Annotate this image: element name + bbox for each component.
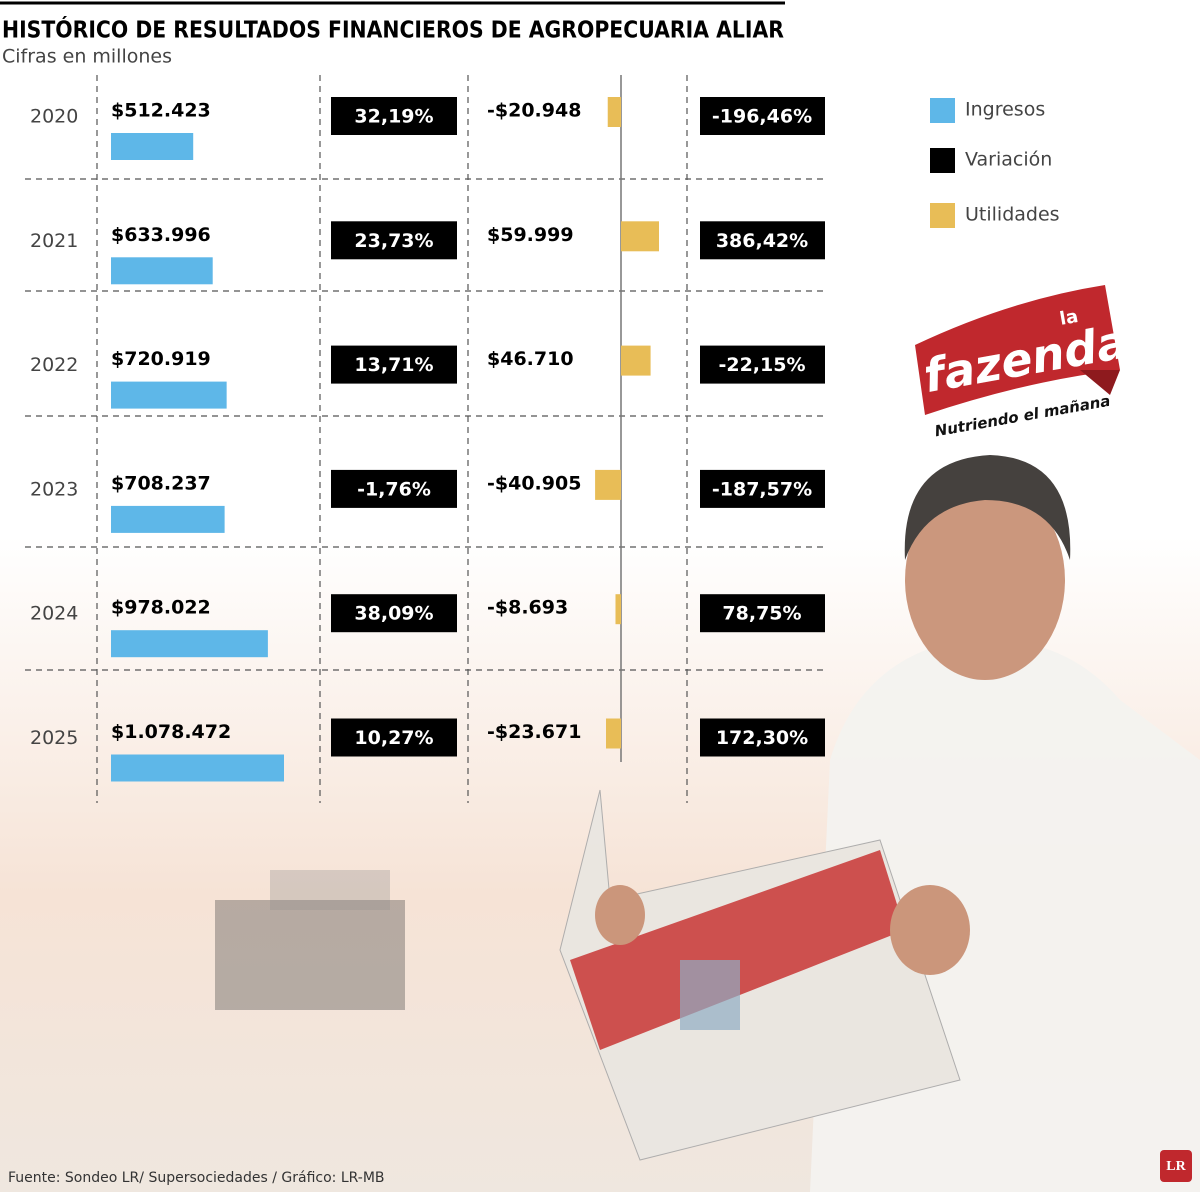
ingresos-bar (111, 133, 194, 160)
legend-label: Variación (965, 149, 1052, 171)
utilidades-label: $59.999 (487, 224, 574, 246)
photo (215, 455, 1200, 1192)
utilidades-bar (621, 221, 659, 252)
variacion-box (331, 469, 457, 508)
badge: LR (1166, 1159, 1186, 1174)
ingresos-bar (111, 381, 227, 409)
utilidades-variacion-box (700, 718, 825, 757)
grid (25, 75, 825, 803)
ingresos-bar (111, 257, 213, 285)
year-label: 2023 (30, 478, 78, 500)
ingresos-bar (111, 630, 268, 658)
ingresos-bar (111, 505, 225, 533)
variacion-box (331, 221, 457, 260)
utilidades-label: -$20.948 (487, 100, 581, 122)
utilidades-variacion-label: -196,46% (712, 106, 812, 128)
utilidades-variacion-box (700, 221, 825, 260)
ingresos-label: $720.919 (111, 348, 211, 370)
variacion-label: 32,19% (354, 106, 433, 128)
year-label: 2020 (30, 106, 78, 128)
legend-label: Utilidades (965, 204, 1060, 226)
ingresos-label: $978.022 (111, 597, 211, 619)
utilidades-variacion-box (700, 594, 825, 633)
utilidades-bar (615, 594, 621, 625)
utilidades-variacion-label: 78,75% (722, 603, 801, 625)
utilidades-variacion-box (700, 469, 825, 508)
utilidades-variacion-box (700, 345, 825, 384)
variacion-label: -1,76% (357, 478, 431, 500)
year-label: 2025 (30, 727, 78, 749)
year-label: 2024 (30, 603, 78, 625)
utilidades-label: $46.710 (487, 348, 574, 370)
utilidades-bar (607, 97, 621, 127)
variacion-box (331, 594, 457, 633)
variacion-box (331, 345, 457, 384)
year-label: 2021 (30, 230, 78, 252)
utilidades-variacion-label: 172,30% (716, 727, 808, 749)
variacion-box (331, 97, 457, 135)
utilidades-bar (595, 469, 621, 500)
utilidades-variacion-label: -22,15% (718, 354, 805, 376)
utilidades-bar (606, 718, 621, 749)
utilidades-variacion-label: -187,57% (712, 478, 812, 500)
utilidades-variacion-box (700, 97, 825, 135)
utilidades-bar (621, 345, 651, 376)
ingresos-label: $633.996 (111, 224, 211, 246)
chart-subtitle: Cifras en millones (2, 46, 172, 68)
utilidades-label: -$23.671 (487, 721, 581, 743)
logo-prefix: la (1058, 306, 1080, 330)
variacion-label: 10,27% (354, 727, 433, 749)
utilidades-variacion-label: 386,42% (716, 230, 808, 252)
badge-box (1160, 1150, 1192, 1182)
legend-swatch (930, 203, 955, 228)
variacion-label: 38,09% (354, 603, 433, 625)
legend-label: Ingresos (965, 99, 1045, 121)
chart-title: HISTÓRICO DE RESULTADOS FINANCIEROS DE A… (2, 16, 784, 44)
ingresos-bar (111, 754, 284, 782)
variacion-label: 23,73% (354, 230, 433, 252)
year-label: 2022 (30, 354, 78, 376)
legend-swatch (930, 148, 955, 173)
ingresos-label: $1.078.472 (111, 721, 231, 743)
source-note: Fuente: Sondeo LR/ Supersociedades / Grá… (8, 1170, 385, 1186)
utilidades-label: -$40.905 (487, 472, 581, 494)
utilidades-label: -$8.693 (487, 597, 568, 619)
legend-swatch (930, 98, 955, 123)
variacion-label: 13,71% (354, 354, 433, 376)
ingresos-label: $708.237 (111, 472, 211, 494)
ingresos-label: $512.423 (111, 100, 211, 122)
variacion-box (331, 718, 457, 757)
